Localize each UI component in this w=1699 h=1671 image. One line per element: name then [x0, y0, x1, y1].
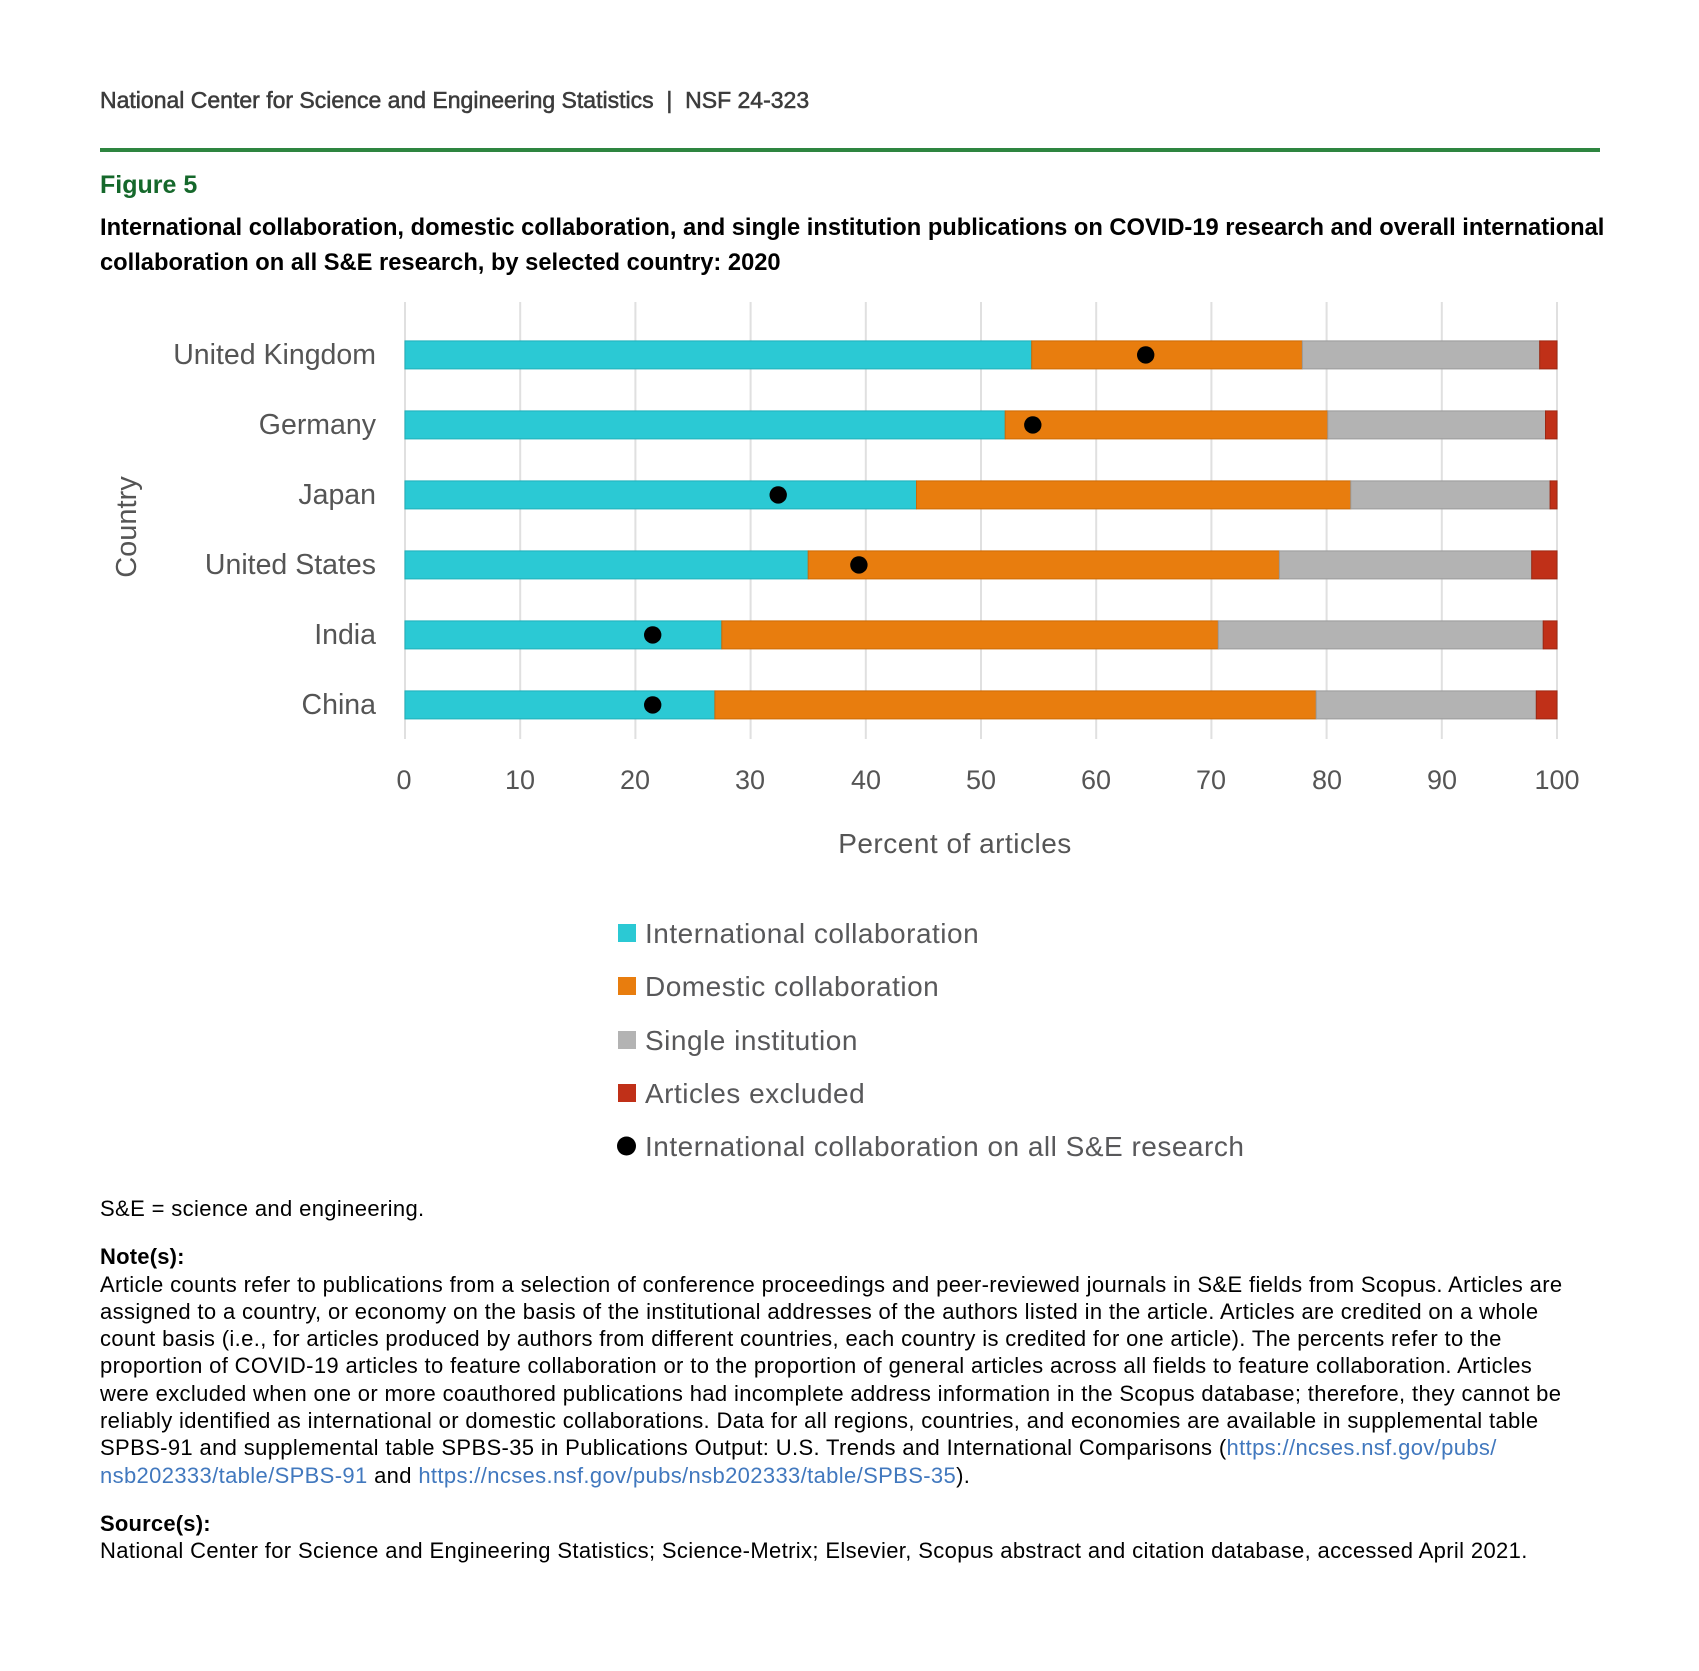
svg-text:20: 20: [620, 765, 650, 795]
svg-text:90: 90: [1427, 765, 1457, 795]
svg-text:International collaboration: International collaboration: [645, 918, 979, 949]
svg-text:International collaboration on: International collaboration on all S&E r…: [645, 1131, 1244, 1162]
svg-text:70: 70: [1196, 765, 1226, 795]
svg-text:United Kingdom: United Kingdom: [173, 339, 376, 371]
svg-text:Country: Country: [111, 476, 143, 578]
svg-text:Domestic collaboration: Domestic collaboration: [645, 971, 939, 1002]
svg-text:100: 100: [1534, 765, 1579, 795]
svg-text:United States: United States: [205, 549, 376, 581]
svg-text:40: 40: [851, 765, 881, 795]
svg-text:China: China: [302, 689, 377, 721]
svg-text:50: 50: [966, 765, 996, 795]
svg-text:80: 80: [1312, 765, 1342, 795]
svg-text:Germany: Germany: [259, 409, 377, 441]
svg-text:Articles excluded: Articles excluded: [645, 1078, 865, 1109]
svg-text:Percent of articles: Percent of articles: [838, 828, 1072, 859]
svg-text:30: 30: [735, 765, 765, 795]
svg-text:10: 10: [505, 765, 535, 795]
svg-text:0: 0: [396, 765, 411, 795]
svg-text:India: India: [314, 619, 376, 651]
svg-text:Japan: Japan: [298, 479, 376, 511]
svg-text:60: 60: [1081, 765, 1111, 795]
svg-text:Single institution: Single institution: [645, 1025, 858, 1056]
